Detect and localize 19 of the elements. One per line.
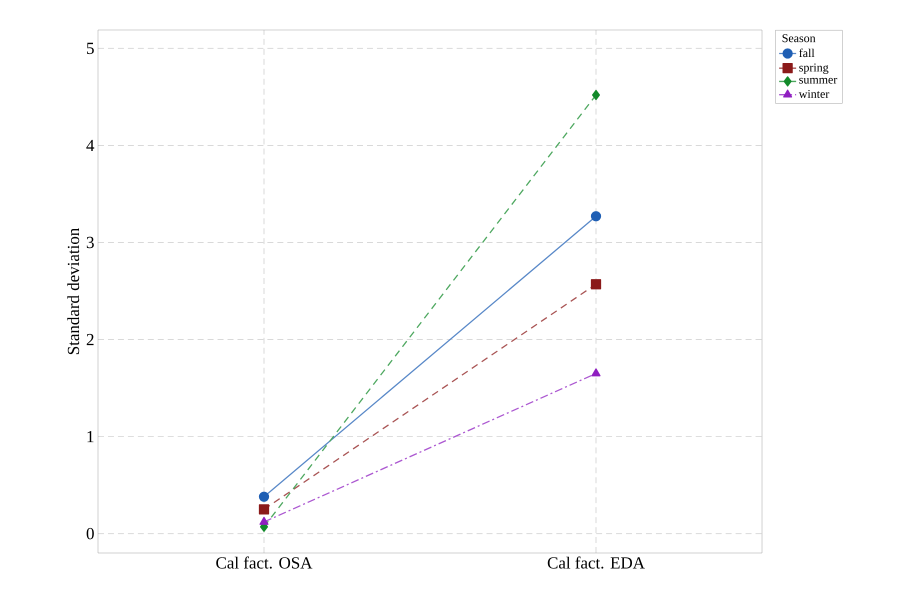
point bbox=[258, 492, 270, 502]
y-tick-label: 3 bbox=[86, 236, 94, 248]
y-tick-label: 0 bbox=[86, 528, 94, 540]
point bbox=[592, 90, 600, 100]
x-tick-label: Cal fact. EDA bbox=[548, 556, 645, 569]
y-tick-label: 1 bbox=[87, 430, 94, 442]
point bbox=[590, 211, 602, 222]
y-tick-label: 4 bbox=[86, 140, 94, 152]
point bbox=[590, 279, 602, 290]
y-tick-label: 2 bbox=[86, 334, 94, 346]
x-tick-label: Cal fact. OSA bbox=[216, 556, 312, 569]
y-tick-label: 5 bbox=[86, 42, 94, 54]
legend-title: Season bbox=[782, 34, 816, 42]
legend-label: fall bbox=[799, 48, 814, 58]
legend-label: spring bbox=[799, 63, 828, 74]
legend-label: winter bbox=[798, 90, 830, 98]
point bbox=[258, 504, 270, 514]
legend-label: summer bbox=[799, 78, 838, 84]
y-axis-title: Standard deviation bbox=[67, 228, 80, 354]
